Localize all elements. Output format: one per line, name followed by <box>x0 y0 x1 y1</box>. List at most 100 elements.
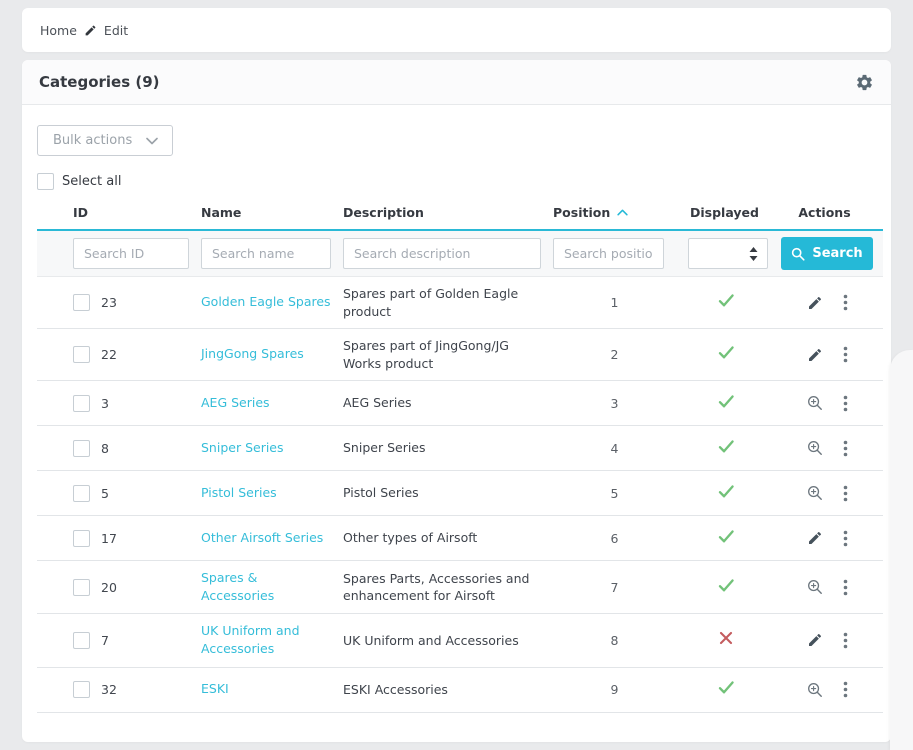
category-position: 1 <box>610 295 619 310</box>
category-name-link[interactable]: JingGong Spares <box>201 346 304 362</box>
category-id: 23 <box>101 295 117 310</box>
table-row: 7 UK Uniform and Accessories UK Uniform … <box>37 613 883 667</box>
bulk-actions-label: Bulk actions <box>53 133 133 148</box>
edit-pencil-icon <box>84 24 97 37</box>
row-menu-icon[interactable] <box>843 395 848 412</box>
table-row: 23 Golden Eagle Spares Spares part of Go… <box>37 276 883 329</box>
table-row: 17 Other Airsoft Series Other types of A… <box>37 515 883 561</box>
category-id: 20 <box>101 579 117 595</box>
column-header-displayed[interactable]: Displayed <box>676 199 776 231</box>
category-position: 5 <box>610 485 619 501</box>
displayed-filter-select[interactable] <box>688 238 768 269</box>
category-description: Pistol Series <box>343 485 419 501</box>
row-checkbox[interactable] <box>73 529 90 547</box>
row-menu-icon[interactable] <box>843 530 848 547</box>
panel-title: Categories (9) <box>39 73 160 91</box>
table-row: 3 AEG Series AEG Series 3 <box>37 380 883 426</box>
zoom-icon[interactable] <box>807 682 823 698</box>
category-position: 7 <box>610 579 619 595</box>
select-all-checkbox[interactable] <box>37 173 54 190</box>
row-checkbox[interactable] <box>73 294 90 311</box>
displayed-check-icon[interactable] <box>717 527 736 546</box>
category-id: 32 <box>101 682 117 697</box>
category-name-link[interactable]: AEG Series <box>201 394 270 410</box>
category-id: 17 <box>101 530 117 546</box>
category-description: ESKI Accessories <box>343 681 448 697</box>
table-row: 20 Spares & Accessories Spares Parts, Ac… <box>37 560 883 614</box>
edit-icon[interactable] <box>807 295 823 311</box>
row-checkbox[interactable] <box>73 346 90 363</box>
breadcrumb-home[interactable]: Home <box>40 22 77 38</box>
row-menu-icon[interactable] <box>843 294 848 311</box>
filter-row: Search <box>37 230 883 277</box>
category-description: Other types of Airsoft <box>343 530 478 546</box>
select-all-row: Select all <box>37 173 876 190</box>
row-menu-icon[interactable] <box>843 681 848 698</box>
zoom-icon[interactable] <box>807 485 823 501</box>
chevron-down-icon <box>146 137 159 145</box>
category-name-link[interactable]: UK Uniform and Accessories <box>201 623 300 657</box>
edit-icon[interactable] <box>807 632 823 648</box>
category-position: 3 <box>610 395 619 411</box>
column-header-position[interactable]: Position <box>553 199 676 231</box>
up-down-arrows-icon <box>749 246 758 261</box>
search-name-input[interactable] <box>201 238 331 269</box>
table-row: 22 JingGong Spares Spares part of JingGo… <box>37 328 883 381</box>
row-checkbox[interactable] <box>73 394 90 412</box>
side-panel-edge <box>890 350 913 750</box>
row-checkbox[interactable] <box>73 631 90 649</box>
column-header-description[interactable]: Description <box>343 199 553 231</box>
breadcrumb: Home Edit <box>22 8 891 52</box>
categories-table: ID Name Description Position Displayed A… <box>37 199 883 713</box>
displayed-check-icon[interactable] <box>717 343 736 362</box>
category-name-link[interactable]: Spares & Accessories <box>201 570 275 604</box>
row-menu-icon[interactable] <box>843 346 848 363</box>
categories-panel: Categories (9) Bulk actions Select all <box>22 60 891 742</box>
category-position: 6 <box>610 530 619 546</box>
category-name-link[interactable]: Pistol Series <box>201 484 277 500</box>
displayed-check-icon[interactable] <box>717 482 736 501</box>
table-row: 8 Sniper Series Sniper Series 4 <box>37 425 883 471</box>
zoom-icon[interactable] <box>807 440 823 456</box>
displayed-cross-icon[interactable] <box>718 630 734 646</box>
panel-body: Bulk actions Select all ID Name Descript… <box>22 105 891 713</box>
bulk-actions-button[interactable]: Bulk actions <box>37 125 174 156</box>
search-description-input[interactable] <box>343 238 541 269</box>
category-id: 8 <box>101 440 109 456</box>
row-menu-icon[interactable] <box>843 485 848 502</box>
category-position: 8 <box>610 632 619 648</box>
gear-icon[interactable] <box>855 73 874 92</box>
category-name-link[interactable]: Other Airsoft Series <box>201 529 324 545</box>
breadcrumb-edit[interactable]: Edit <box>103 22 129 38</box>
row-checkbox[interactable] <box>73 681 90 698</box>
search-button[interactable]: Search <box>781 237 873 270</box>
displayed-check-icon[interactable] <box>717 576 736 595</box>
category-position: 9 <box>610 682 619 697</box>
search-position-input[interactable] <box>553 238 664 269</box>
displayed-check-icon[interactable] <box>717 392 736 411</box>
search-id-input[interactable] <box>73 238 189 269</box>
edit-icon[interactable] <box>807 530 823 546</box>
row-menu-icon[interactable] <box>843 440 848 457</box>
category-name-link[interactable]: ESKI <box>201 681 229 697</box>
row-checkbox[interactable] <box>73 484 90 502</box>
column-header-id[interactable]: ID <box>73 199 201 231</box>
category-name-link[interactable]: Sniper Series <box>201 439 284 455</box>
table-row: 32 ESKI ESKI Accessories 9 <box>37 667 883 712</box>
category-description: Spares part of JingGong/JG Works product <box>343 338 509 371</box>
displayed-check-icon[interactable] <box>717 678 736 697</box>
column-header-name[interactable]: Name <box>201 199 343 231</box>
row-checkbox[interactable] <box>73 578 90 596</box>
category-position: 4 <box>610 440 619 456</box>
displayed-check-icon[interactable] <box>717 437 736 456</box>
row-checkbox[interactable] <box>73 439 90 457</box>
displayed-check-icon[interactable] <box>717 291 736 310</box>
edit-icon[interactable] <box>807 347 823 363</box>
row-menu-icon[interactable] <box>843 632 848 649</box>
column-header-spacer <box>37 199 73 231</box>
zoom-icon[interactable] <box>807 395 823 411</box>
category-name-link[interactable]: Golden Eagle Spares <box>201 294 331 310</box>
zoom-icon[interactable] <box>807 579 823 595</box>
sort-asc-icon <box>617 209 628 216</box>
row-menu-icon[interactable] <box>843 579 848 596</box>
